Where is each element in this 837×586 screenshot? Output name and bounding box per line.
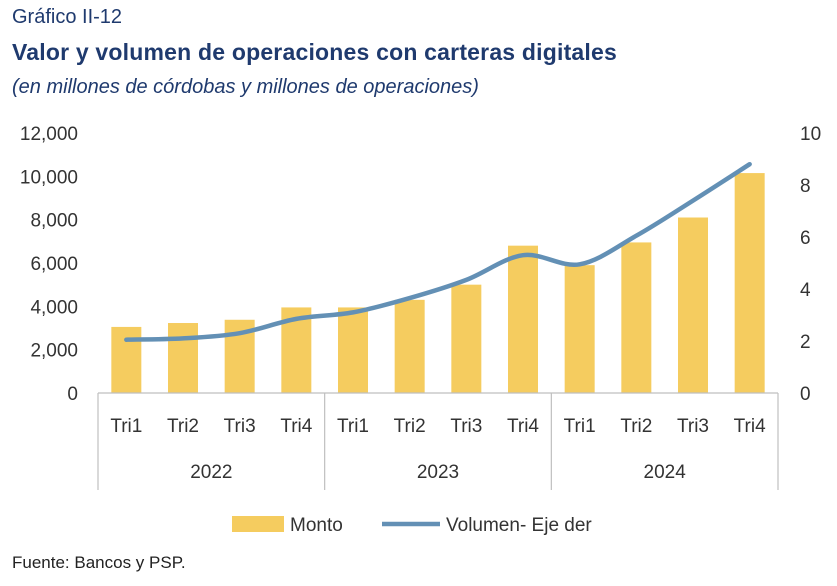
bar [168, 323, 198, 393]
bar [508, 245, 538, 393]
category-label: Tri4 [280, 416, 312, 437]
chart-subtitle: (en millones de córdobas y millones de o… [12, 76, 479, 98]
category-label: Tri1 [337, 416, 369, 437]
group-label: 2024 [644, 462, 687, 483]
left-y-axis: 0 2,000 4,000 6,000 8,000 10,000 12,000 [20, 124, 78, 405]
right-tick-label: 8 [800, 176, 811, 197]
line-series [124, 161, 752, 342]
left-tick-label: 0 [67, 384, 78, 405]
legend-label-bar: Monto [290, 515, 343, 536]
bar [451, 284, 482, 393]
category-label: Tri1 [564, 416, 596, 437]
left-tick-label: 2,000 [30, 341, 78, 362]
legend-label-line: Volumen- Eje der [446, 515, 592, 536]
bar [678, 217, 708, 393]
figure-label: Gráfico II-12 [12, 6, 123, 28]
category-label: Tri2 [167, 416, 199, 437]
category-label: Tri2 [620, 416, 652, 437]
right-tick-label: 4 [800, 280, 811, 301]
left-tick-label: 4,000 [30, 297, 78, 318]
volume-line [124, 161, 752, 342]
right-tick-label: 2 [800, 332, 811, 353]
category-label: Tri3 [224, 416, 256, 437]
chart-title: Valor y volumen de operaciones con carte… [12, 39, 617, 65]
category-label: Tri4 [734, 416, 766, 437]
legend: Monto Volumen- Eje der [232, 515, 592, 536]
right-tick-label: 0 [800, 384, 811, 405]
left-tick-label: 6,000 [30, 254, 78, 275]
group-label: 2023 [417, 462, 459, 483]
bar [338, 307, 368, 393]
bar-series [111, 173, 765, 393]
bar [111, 326, 142, 393]
bar [394, 299, 425, 393]
x-axis: 2022 2023 2024 Tri1 Tri2 Tri3 Tri4 Tri1 Tri2 Tri3… [97, 392, 779, 490]
category-label: Tri3 [450, 416, 482, 437]
category-label: Tri4 [507, 416, 539, 437]
bar [734, 173, 765, 393]
left-tick-label: 10,000 [20, 167, 78, 188]
bar [621, 242, 652, 393]
category-label: Tri1 [110, 416, 142, 437]
left-tick-label: 12,000 [20, 124, 78, 145]
left-tick-label: 8,000 [30, 211, 78, 232]
right-tick-label: 10 [800, 124, 821, 145]
right-y-axis: 0 2 4 6 8 10 [800, 124, 821, 405]
group-label: 2022 [190, 462, 232, 483]
right-tick-label: 6 [800, 228, 811, 249]
bar [564, 265, 595, 393]
legend-swatch-bar [232, 516, 284, 532]
category-label: Tri3 [677, 416, 709, 437]
category-label: Tri2 [394, 416, 426, 437]
source-note: Fuente: Bancos y PSP. [12, 553, 186, 572]
